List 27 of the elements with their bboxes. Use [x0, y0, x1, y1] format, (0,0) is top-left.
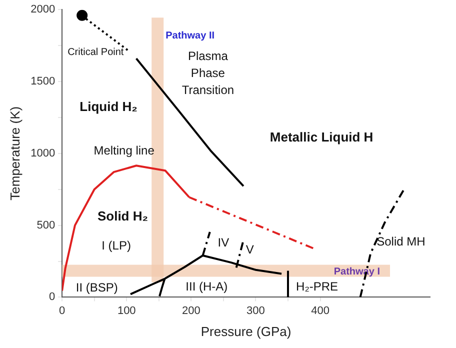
y-tick-label: 1000 — [30, 147, 56, 160]
annotation: I (LP) — [102, 238, 131, 252]
x-tick-label: 400 — [311, 304, 330, 317]
annotation: Solid H₂ — [97, 208, 148, 224]
ref-line-label: Pathway I — [334, 266, 380, 278]
x-tick-label: 100 — [117, 304, 136, 317]
x-axis-title: Pressure (GPa) — [200, 324, 292, 339]
annotation: V — [246, 242, 254, 257]
y-tick-label: 1500 — [30, 76, 56, 88]
annotation: Plasma Phase Transition — [182, 49, 234, 98]
x-tick-label: 200 — [182, 304, 200, 317]
ref-line-label: Pathway II — [166, 30, 215, 42]
y-axis-title: Temperature (K) — [7, 106, 22, 200]
annotation: IV — [218, 235, 230, 250]
annotation: Liquid H₂ — [80, 99, 138, 114]
annotation: II (BSP) — [76, 280, 118, 294]
x-tick-label: 300 — [246, 304, 265, 317]
y-tick-label: 2000 — [30, 4, 56, 16]
annotation: Metallic Liquid H — [270, 130, 374, 145]
annotation: Solid MH — [376, 234, 426, 248]
annotation: III (H-A) — [186, 279, 228, 294]
x-tick-label: 0 — [59, 304, 66, 317]
annotation: Critical Point — [68, 47, 124, 58]
y-tick-label: 500 — [36, 219, 56, 232]
annotation: H₂-PRE — [296, 279, 338, 294]
y-tick-label: 0 — [48, 291, 56, 304]
annotation: Melting line — [94, 144, 155, 158]
